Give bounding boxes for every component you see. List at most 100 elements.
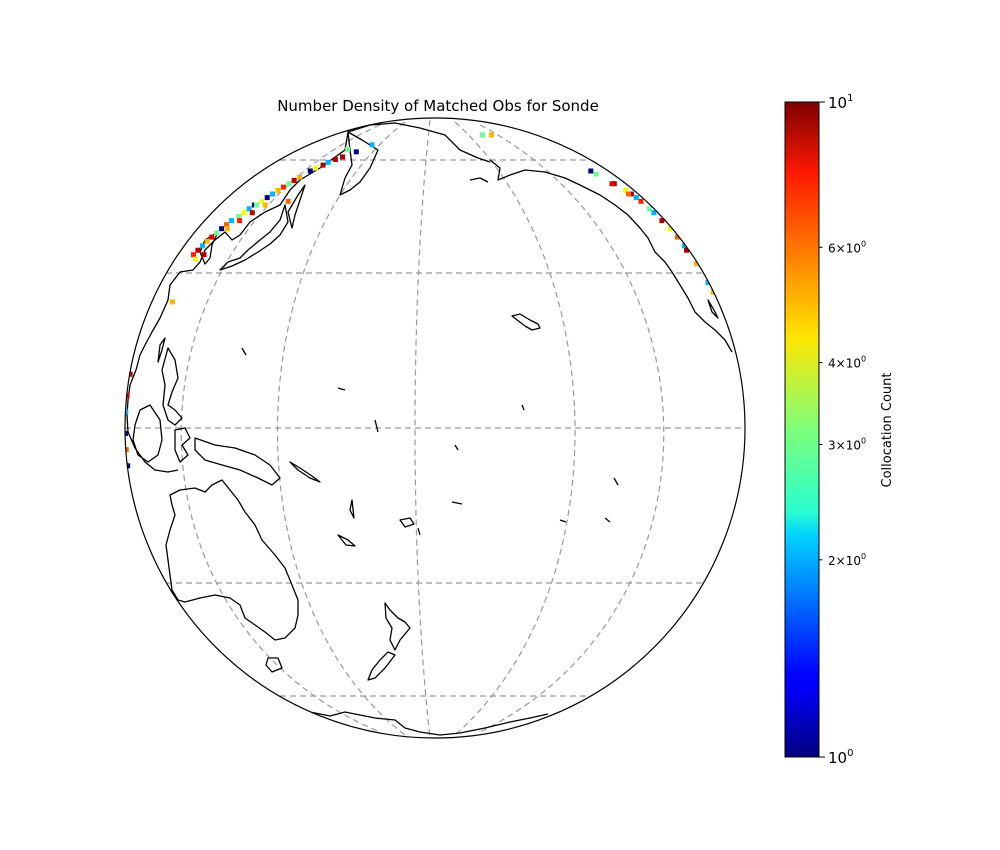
observation-cell	[340, 154, 345, 160]
coastline-sulawesi	[174, 427, 191, 463]
observation-cell	[633, 195, 639, 201]
observation-cell	[286, 181, 292, 187]
colorbar-tick-label: 4×100	[828, 355, 866, 371]
observation-cell	[125, 393, 130, 399]
observation-cell	[291, 177, 297, 183]
observation-cell	[219, 226, 225, 232]
observation-cell	[169, 299, 175, 305]
graticule-lon-210	[454, 121, 576, 736]
observation-cell	[237, 218, 243, 224]
coastline-polynesia-2	[604, 517, 611, 523]
observation-cell	[246, 206, 252, 212]
observation-cell	[313, 165, 319, 171]
observation-cell	[325, 159, 331, 165]
observation-cell	[681, 243, 687, 249]
observation-cell	[241, 210, 247, 216]
observation-cell	[609, 181, 615, 187]
observation-cell	[236, 214, 242, 220]
coastline-new-zealand-north	[384, 602, 411, 651]
observation-cell	[684, 247, 689, 253]
graticule	[125, 119, 745, 738]
coastline-new-caledonia	[337, 534, 356, 547]
observation-cell	[705, 280, 711, 285]
coastline-micronesia	[337, 387, 346, 391]
observation-cell	[249, 210, 255, 216]
observation-cell	[646, 206, 652, 212]
observation-cell	[195, 247, 201, 253]
colorbar-tick-label: 3×100	[828, 436, 866, 452]
coastline-taiwan	[157, 337, 166, 363]
colorbar: 100 2×100 3×100 4×100 6×100 101 Collocation C…	[784, 93, 895, 767]
coastline-solomons	[289, 461, 321, 483]
observation-cell	[675, 234, 680, 240]
coastline-baja	[707, 299, 719, 319]
coastline-tasmania	[265, 657, 283, 673]
observation-cell	[651, 210, 657, 216]
observation-cell	[200, 243, 205, 249]
colorbar-bar	[784, 101, 820, 758]
observation-cell	[280, 184, 286, 190]
observation-cell	[214, 230, 220, 236]
coastline-philippines	[161, 347, 183, 426]
globe	[124, 117, 746, 739]
observation-cell	[224, 222, 229, 228]
coastline-samoa	[451, 501, 463, 505]
coastline-alaska	[489, 159, 733, 353]
coastline-australia	[165, 479, 299, 641]
observation-cell	[659, 218, 665, 224]
observation-layer	[125, 132, 716, 469]
coastline-borneo	[132, 404, 163, 463]
observation-cell	[125, 447, 129, 453]
observation-cell	[125, 430, 128, 436]
coastline-hawaii	[511, 313, 541, 331]
observation-cell	[623, 188, 629, 193]
observation-cell	[204, 238, 210, 244]
coastline-tonga	[417, 527, 421, 536]
observation-cell	[667, 226, 673, 232]
observation-cell	[125, 409, 129, 415]
observation-cell	[588, 168, 594, 174]
observation-cell	[297, 174, 303, 180]
coastline-marshall	[374, 419, 379, 433]
observation-cell	[694, 261, 699, 267]
colorbar-tick-label: 101	[828, 93, 853, 112]
coastline-line-islands	[521, 404, 525, 411]
observation-cell	[229, 218, 235, 224]
observation-cell	[628, 191, 634, 197]
observation-cell	[332, 157, 338, 162]
coastline-asia	[126, 131, 349, 473]
observation-cell	[593, 171, 599, 177]
coastline-marianas	[241, 347, 247, 356]
coastline-new-zealand-south	[367, 651, 396, 681]
observation-cell	[275, 188, 281, 193]
observation-cell	[369, 142, 375, 148]
observation-cell	[254, 202, 259, 208]
colorbar-tick-label: 100	[828, 748, 853, 767]
colorbar-tick-label: 6×100	[828, 239, 866, 255]
coastline-fiji	[399, 517, 415, 528]
coastline-aleutians	[469, 177, 489, 183]
observation-cell	[193, 256, 199, 262]
globe-outline	[124, 117, 746, 739]
observation-cell	[488, 132, 494, 138]
observation-cell	[209, 234, 215, 240]
observation-cell	[479, 132, 485, 138]
graticule-lon-240	[479, 124, 665, 733]
colorbar-ticks: 100 2×100 3×100 4×100 6×100 101	[819, 93, 866, 767]
graticule-lon-180	[414, 119, 431, 738]
coastline-polynesia-1	[559, 519, 567, 523]
observation-cell	[625, 191, 631, 197]
coastline-siberia-north	[347, 122, 491, 163]
observation-cell	[307, 168, 313, 174]
coastline-new-guinea	[194, 437, 281, 486]
coastline-polynesia-3	[613, 477, 619, 486]
map-title: Number Density of Matched Obs for Sonde	[277, 97, 599, 115]
observation-cell	[201, 252, 207, 258]
observation-cell	[285, 198, 291, 204]
colorbar-tick-label: 2×100	[828, 552, 866, 568]
observation-cell	[270, 191, 276, 197]
observation-cell	[345, 146, 351, 152]
coastline-kiribati	[454, 444, 459, 451]
observation-cell	[264, 195, 270, 201]
